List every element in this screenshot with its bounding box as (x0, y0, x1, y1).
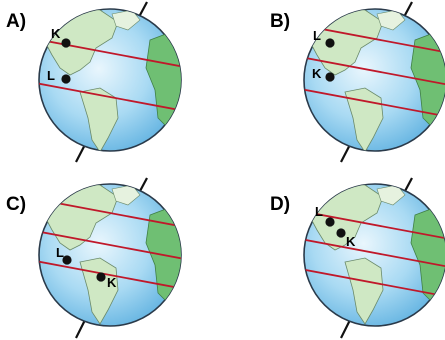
latitude-line-b2 (304, 55, 445, 87)
point-label-l-a: L (47, 68, 55, 83)
option-label-c: C) (6, 194, 26, 215)
latitude-line-a1 (39, 37, 181, 69)
point-label-l-c: L (56, 245, 64, 260)
point-l-d (325, 217, 335, 227)
option-d[interactable]: D) L K (270, 177, 445, 339)
option-label-d: D) (270, 194, 290, 215)
point-k-d (336, 228, 346, 238)
globe-d (303, 183, 445, 327)
point-label-k-d: K (346, 234, 356, 249)
option-label-b: B) (270, 11, 290, 32)
point-l-a (61, 74, 71, 84)
latitude-line-c2 (39, 229, 181, 261)
point-k-b (325, 72, 335, 82)
continent-south-america-d (344, 257, 384, 325)
latitude-line-b3 (304, 87, 445, 119)
point-label-k-a: K (51, 26, 61, 41)
latitude-line-a2 (39, 81, 181, 113)
option-c[interactable]: C) L K (6, 177, 190, 339)
point-label-l-d: L (315, 204, 323, 219)
point-k-a (61, 38, 71, 48)
globe-c (38, 183, 182, 327)
point-label-l-b: L (313, 28, 321, 43)
latitude-line-d1 (304, 209, 445, 241)
continent-south-america-a (79, 87, 119, 151)
point-l-b (325, 38, 335, 48)
latitude-line-d2 (304, 237, 445, 269)
option-a[interactable]: A) K L (6, 1, 190, 163)
option-b[interactable]: B) L K (270, 1, 445, 163)
point-k-c (96, 272, 106, 282)
continent-south-america-b (344, 87, 384, 151)
option-label-a: A) (6, 11, 26, 32)
point-label-k-b: K (312, 66, 322, 81)
latitude-line-c3 (39, 259, 181, 291)
latitude-line-d3 (304, 267, 445, 299)
point-label-k-c: K (107, 275, 117, 290)
point-l-c (62, 255, 72, 265)
